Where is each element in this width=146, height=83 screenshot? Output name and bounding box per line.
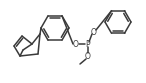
Text: O: O: [85, 51, 91, 61]
Text: P: P: [86, 40, 90, 48]
Text: O: O: [73, 40, 79, 48]
Text: O: O: [91, 27, 97, 37]
